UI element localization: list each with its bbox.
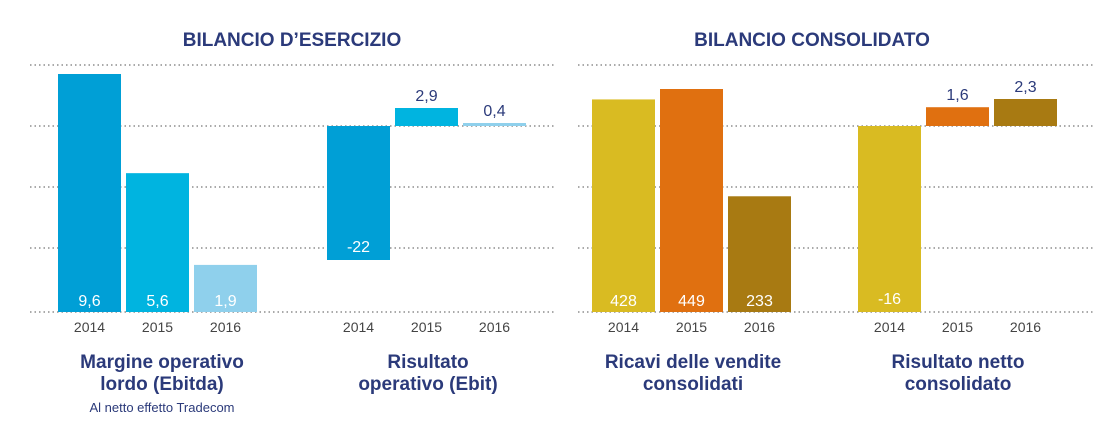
tick-label: 2015 xyxy=(942,319,973,335)
bar-1-2015 xyxy=(126,173,189,312)
bar-2-2016 xyxy=(463,123,526,126)
value-label: 449 xyxy=(678,293,705,310)
tick-label: 2015 xyxy=(411,319,442,335)
bar-1-2016 xyxy=(194,264,257,312)
bar-3-2015 xyxy=(660,89,723,312)
value-label: 428 xyxy=(610,293,637,310)
value-label: -16 xyxy=(878,291,901,308)
chart-title: operativo (Ebit) xyxy=(358,374,497,395)
tick-label: 2014 xyxy=(874,319,905,335)
tick-label: 2014 xyxy=(74,319,105,335)
value-label: 2,9 xyxy=(415,88,437,105)
chart-title: consolidati xyxy=(643,374,743,395)
tick-label: 2015 xyxy=(142,319,173,335)
bar-4-2016 xyxy=(994,99,1057,126)
chart-title: Margine operativo xyxy=(80,352,244,373)
chart-title: lordo (Ebitda) xyxy=(100,374,223,395)
section-title-consolidato: BILANCIO CONSOLIDATO xyxy=(694,30,930,51)
value-label: 9,6 xyxy=(78,293,100,310)
tick-label: 2014 xyxy=(608,319,639,335)
value-label: -22 xyxy=(347,239,370,256)
value-label: 5,6 xyxy=(146,293,168,310)
labels: 9,6 2014 5,6 2015 1,9 2016 Margine operativolo… xyxy=(74,79,1041,415)
value-label: 2,3 xyxy=(1014,79,1036,96)
value-label: 233 xyxy=(746,293,773,310)
bar-1-2014 xyxy=(58,74,121,312)
bar-3-2014 xyxy=(592,99,655,313)
bar-4-2014 xyxy=(858,126,921,312)
bar-2-2015 xyxy=(395,108,458,126)
chart-title: Ricavi delle vendite xyxy=(605,352,781,373)
chart-title: Risultato netto xyxy=(892,352,1025,373)
bar-2-2014 xyxy=(327,126,390,260)
chart-subtitle: Al netto effetto Tradecom xyxy=(89,400,234,415)
bar-4-2015 xyxy=(926,107,989,126)
section-title-esercizio: BILANCIO D’ESERCIZIO xyxy=(183,30,402,51)
gridlines xyxy=(30,64,1094,313)
value-label: 0,4 xyxy=(483,103,505,120)
bar-3-2016 xyxy=(728,196,791,312)
tick-label: 2015 xyxy=(676,319,707,335)
value-label: 1,9 xyxy=(214,293,236,310)
value-label: 1,6 xyxy=(946,87,968,104)
bars xyxy=(58,74,1057,313)
tick-label: 2016 xyxy=(479,319,510,335)
tick-label: 2014 xyxy=(343,319,374,335)
tick-label: 2016 xyxy=(1010,319,1041,335)
tick-label: 2016 xyxy=(210,319,241,335)
tick-label: 2016 xyxy=(744,319,775,335)
chart-title: Risultato xyxy=(387,352,468,373)
chart-title: consolidato xyxy=(905,374,1012,395)
